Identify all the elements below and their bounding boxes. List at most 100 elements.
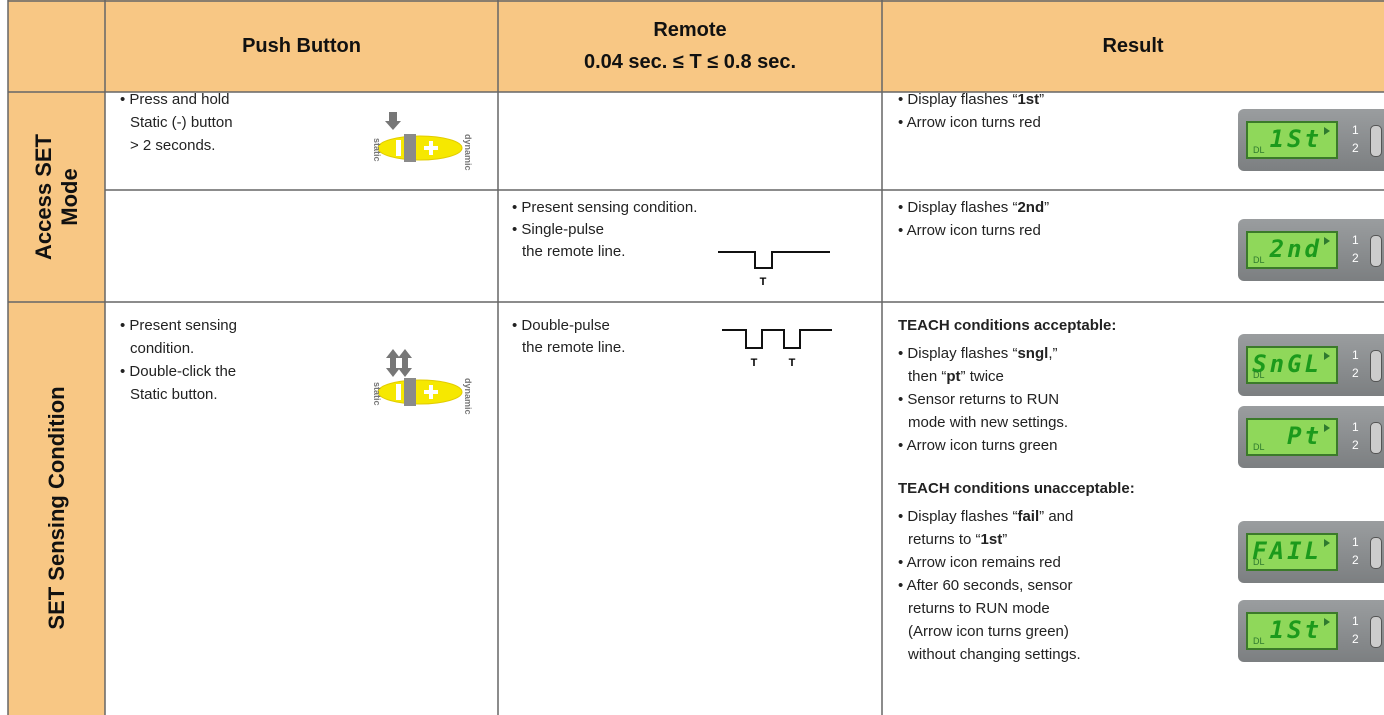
display-button	[1370, 616, 1382, 648]
button-icon: static dynamic	[372, 349, 473, 415]
display-arrow	[1324, 618, 1330, 626]
text: > 2 seconds.	[130, 137, 216, 154]
display-arrow	[1324, 237, 1330, 245]
text-line: mode with new settings.	[908, 412, 1068, 434]
text: Arrow icon turns red	[906, 222, 1041, 239]
text: returns to “	[908, 531, 981, 548]
text-line: Present sensing	[120, 315, 237, 337]
section-label-line: Mode	[57, 168, 82, 226]
output-label: 2	[1352, 251, 1359, 265]
display-mode: DL	[1253, 557, 1265, 567]
text: the remote line.	[522, 243, 626, 260]
text-line: Press and hold	[120, 89, 229, 111]
display-arrow	[1324, 127, 1330, 135]
text: Double-click the	[129, 363, 237, 380]
bold-text: 1st	[1017, 91, 1040, 108]
display-mode: DL	[1253, 442, 1265, 452]
pulse-label: T	[751, 357, 758, 369]
display-readout: FAIL	[1252, 537, 1322, 565]
text-line: Display flashes “sngl,”	[898, 343, 1057, 365]
display-readout: Pt	[1287, 422, 1322, 450]
text: Single-pulse	[521, 221, 604, 238]
display-mode: DL	[1253, 636, 1265, 646]
label-column	[8, 92, 105, 715]
output-label: 1	[1352, 614, 1359, 628]
text-line: Arrow icon turns red	[898, 220, 1041, 242]
section-label: SET Sensing Condition	[44, 386, 70, 629]
text: returns to RUN mode	[908, 600, 1050, 617]
display-arrow	[1324, 539, 1330, 547]
text: Display flashes “	[907, 91, 1018, 108]
text-line: Display flashes “1st”	[898, 89, 1044, 111]
lcd: 1St DL	[1246, 121, 1338, 159]
output-label: 1	[1352, 233, 1359, 247]
display-readout: SnGL	[1252, 350, 1322, 378]
sensor-display: SnGL DL 1 2	[1238, 334, 1384, 396]
display-button	[1370, 537, 1382, 569]
text-line: Static button.	[130, 384, 218, 406]
text-line: the remote line.	[522, 337, 625, 359]
display-mode: DL	[1253, 255, 1265, 265]
sensor-display: 1St DL 1 2	[1238, 109, 1384, 171]
bold-text: 1st	[980, 531, 1003, 548]
sensor-display: 2nd DL 1 2	[1238, 219, 1384, 281]
display-arrow	[1324, 424, 1330, 432]
text-line: Sensor returns to RUN	[898, 389, 1059, 411]
button-icon: static dynamic	[372, 112, 473, 171]
display-readout: 1St	[1269, 616, 1322, 644]
lcd: SnGL DL	[1246, 346, 1338, 384]
button-label-static: static	[372, 138, 382, 162]
text: Present sensing	[129, 317, 237, 334]
output-label: 2	[1352, 366, 1359, 380]
group-heading: TEACH conditions acceptable:	[898, 317, 1117, 334]
group-heading: TEACH conditions unacceptable:	[898, 480, 1135, 497]
bold-text: 2nd	[1017, 199, 1045, 216]
output-label: 1	[1352, 123, 1359, 137]
section-label-line: Access SET	[31, 134, 56, 260]
text: ,”	[1048, 345, 1058, 362]
text: ”	[1002, 531, 1008, 548]
text: Present sensing condition.	[521, 199, 698, 216]
text-line: condition.	[130, 338, 194, 360]
display-button	[1370, 350, 1382, 382]
text-line: Arrow icon remains red	[898, 552, 1061, 574]
text-line: Display flashes “fail” and	[898, 506, 1073, 528]
text-line: Double-pulse	[512, 315, 610, 337]
text-line: without changing settings.	[908, 644, 1081, 666]
text: Double-pulse	[521, 317, 610, 334]
text-line: Present sensing condition.	[512, 197, 697, 219]
section-label-line: SET Sensing Condition	[44, 386, 69, 630]
text: the remote line.	[522, 339, 626, 356]
button-label-dynamic: dynamic	[463, 134, 473, 171]
output-label: 2	[1352, 632, 1359, 646]
text: Display flashes “	[907, 508, 1018, 525]
display-button	[1370, 235, 1382, 267]
display-mode: DL	[1253, 370, 1265, 380]
pulse-label: T	[760, 276, 767, 288]
pulse-diagram: T T	[722, 329, 832, 369]
text: Display flashes “	[907, 199, 1018, 216]
text-line: Static (-) button	[130, 112, 233, 134]
text-line: > 2 seconds.	[130, 135, 215, 157]
text: ”	[1039, 91, 1045, 108]
output-label: 2	[1352, 141, 1359, 155]
text-line: Display flashes “2nd”	[898, 197, 1049, 219]
text: Display flashes “	[907, 345, 1018, 362]
text-line: returns to RUN mode	[908, 598, 1050, 620]
text: ” twice	[960, 368, 1004, 385]
text-line: After 60 seconds, sensor	[898, 575, 1073, 597]
output-label: 1	[1352, 535, 1359, 549]
text: Sensor returns to RUN	[907, 391, 1060, 408]
display-button	[1370, 125, 1382, 157]
display-readout: 2nd	[1269, 235, 1322, 263]
text: Static (-) button	[130, 114, 233, 131]
section-label: Access SET Mode	[31, 134, 83, 260]
text-line: returns to “1st”	[908, 529, 1007, 551]
text-line: Double-click the	[120, 361, 236, 383]
text: Arrow icon turns green	[906, 437, 1058, 454]
bold-text: fail	[1017, 508, 1040, 525]
lcd: 2nd DL	[1246, 231, 1338, 269]
header-band	[8, 0, 1384, 92]
display-arrow	[1324, 352, 1330, 360]
